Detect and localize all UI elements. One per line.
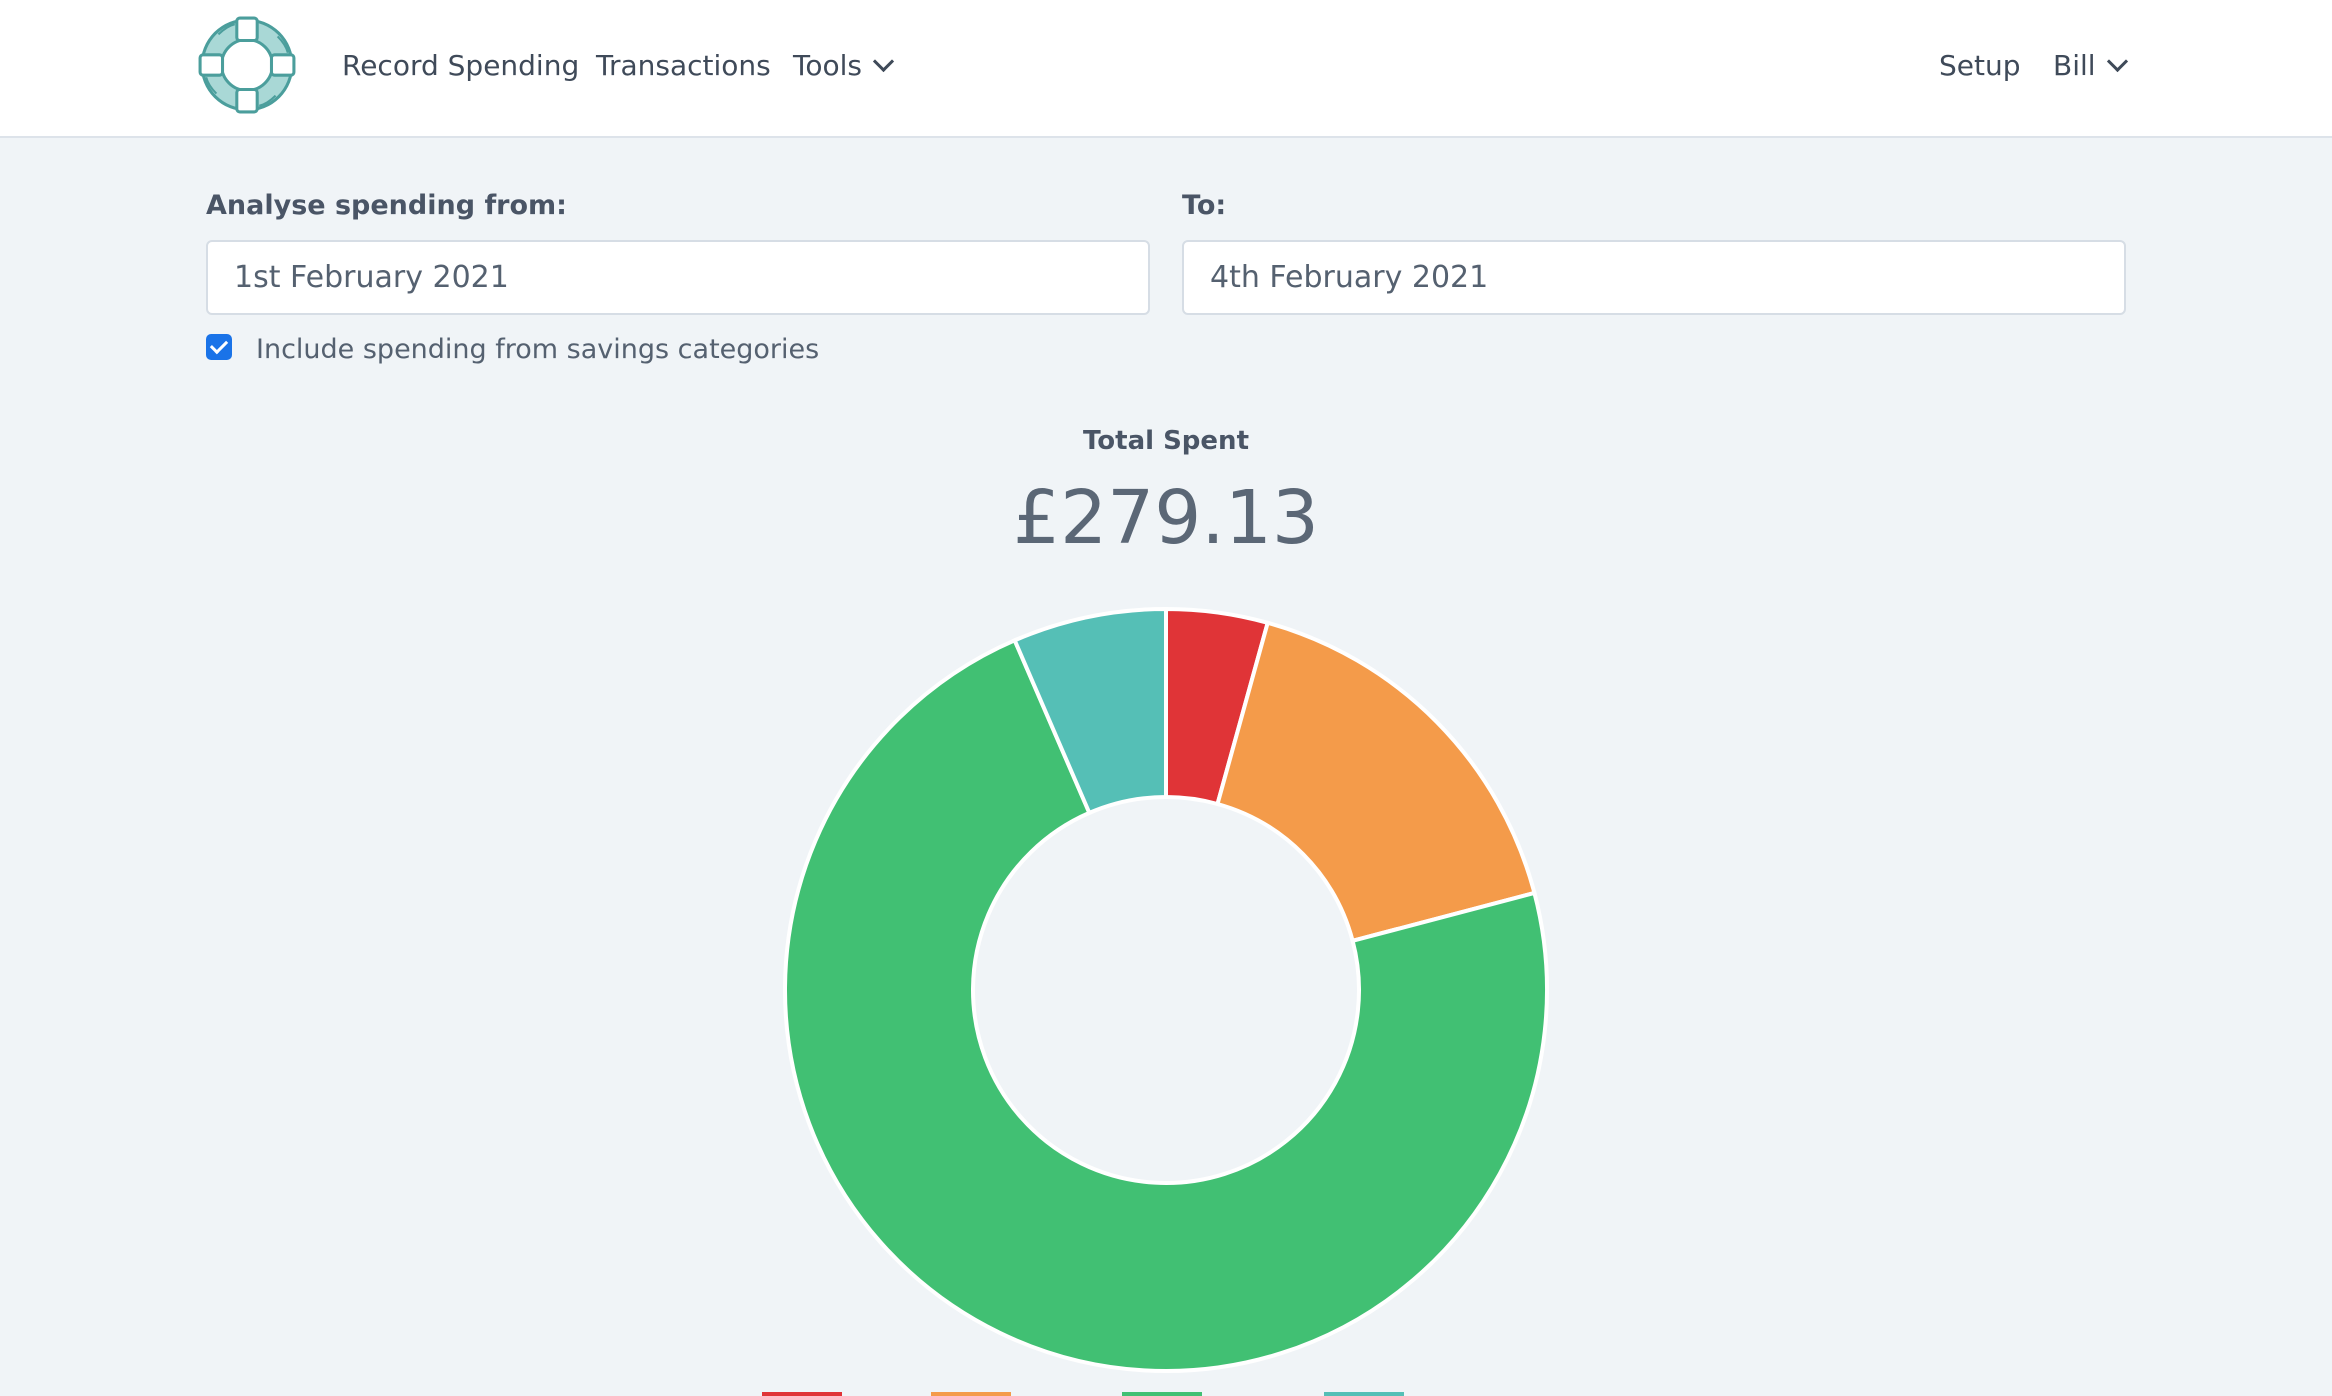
from-date-label: Analyse spending from: (206, 190, 567, 221)
spending-donut-chart (762, 606, 1550, 1396)
include-savings-label: Include spending from savings categories (256, 334, 820, 365)
user-name: Bill (2053, 49, 2096, 82)
chevron-down-icon (872, 50, 895, 73)
donut-slice-3[interactable] (783, 637, 1550, 1373)
from-date-input[interactable] (206, 240, 1150, 315)
to-date-input[interactable] (1182, 240, 2126, 315)
include-savings-checkbox[interactable] (206, 334, 232, 360)
donut-slice-4[interactable] (1012, 606, 1168, 816)
total-spent-title: Total Spent (1083, 426, 1249, 456)
lifebuoy-icon[interactable] (196, 14, 298, 116)
nav-tools-label: Tools (793, 49, 862, 82)
top-navbar: Record Spending Transactions Tools Setup… (0, 0, 2332, 138)
to-date-label: To: (1182, 190, 1227, 221)
legend-swatch-3[interactable] (1122, 1392, 1202, 1396)
legend-swatch-1[interactable] (762, 1392, 842, 1396)
nav-transactions[interactable]: Transactions (596, 49, 771, 82)
donut-slice-2[interactable] (1215, 620, 1537, 944)
total-spent-amount: £279.13 (1012, 475, 1319, 561)
user-menu-dropdown[interactable]: Bill (2053, 46, 2128, 86)
nav-tools-dropdown[interactable]: Tools (793, 46, 895, 86)
chevron-down-icon (2106, 50, 2128, 73)
nav-record-spending[interactable]: Record Spending (342, 49, 580, 82)
legend-swatch-2[interactable] (931, 1392, 1011, 1396)
legend-swatch-4[interactable] (1324, 1392, 1404, 1396)
nav-setup[interactable]: Setup (1939, 49, 2021, 82)
